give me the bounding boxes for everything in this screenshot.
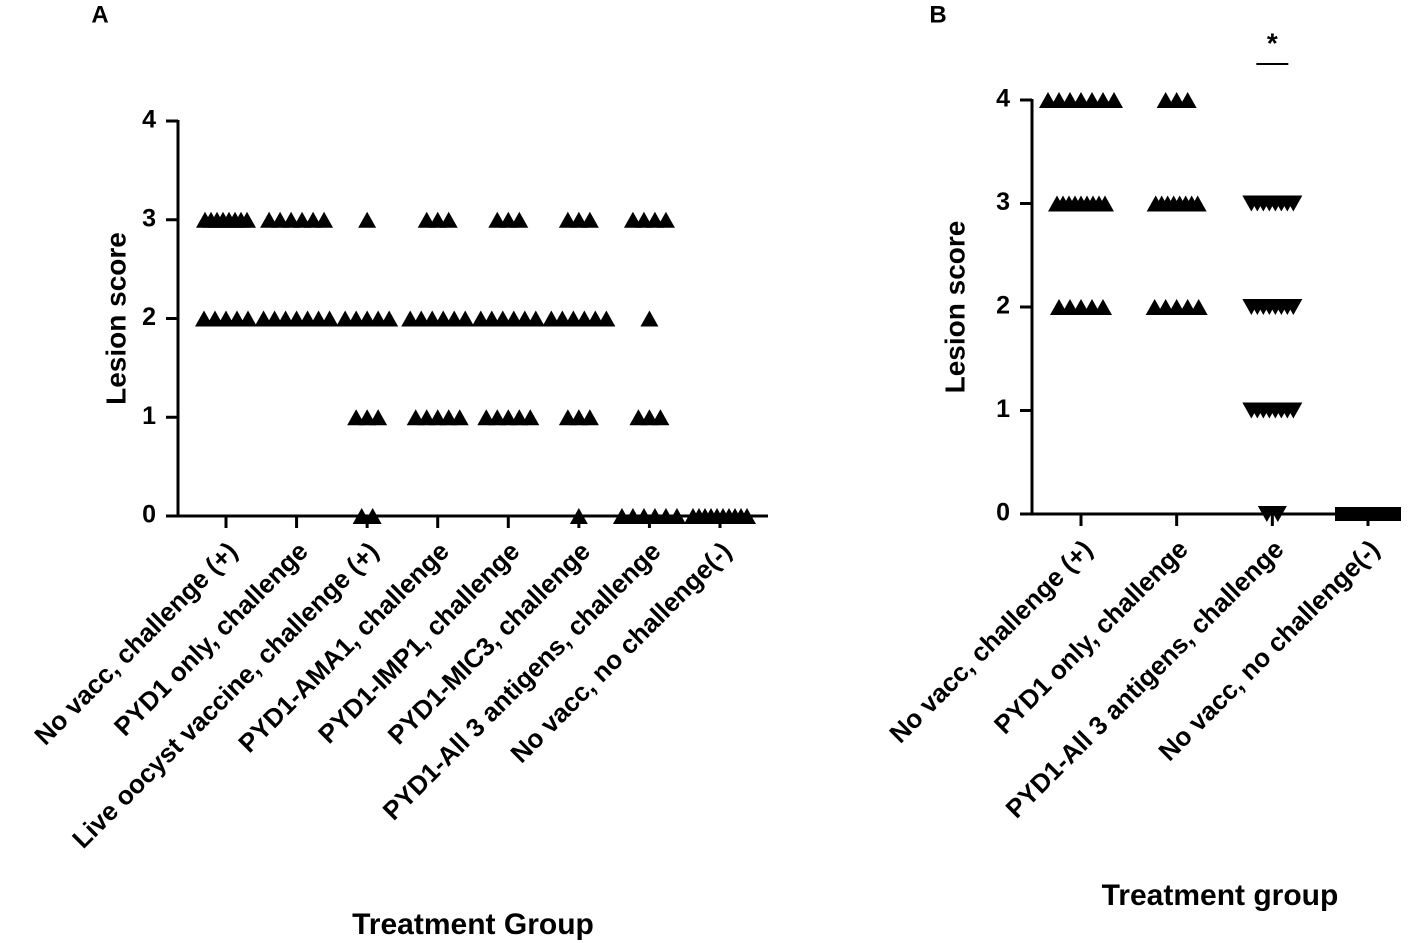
x-tick-label: Live oocyst vaccine, challenge (+)	[66, 536, 384, 854]
point	[651, 409, 670, 426]
y-axis-label: Lesion score	[939, 221, 970, 394]
point	[358, 211, 377, 228]
point	[510, 211, 529, 228]
y-tick-label: 3	[142, 204, 156, 232]
y-tick-label: 1	[142, 402, 156, 430]
point	[640, 310, 659, 327]
point	[569, 508, 588, 524]
y-tick-label: 4	[996, 85, 1010, 113]
point	[1105, 92, 1123, 108]
point	[521, 409, 540, 426]
y-tick-label: 2	[142, 303, 156, 331]
point	[580, 211, 599, 228]
point	[363, 508, 382, 524]
point	[1389, 507, 1401, 521]
point	[439, 211, 458, 228]
y-tick-label: 0	[142, 501, 156, 529]
point	[597, 310, 616, 327]
y-tick-label: 1	[996, 395, 1010, 423]
x-tick-label: PYD1 only, challenge	[988, 534, 1194, 740]
point	[580, 409, 599, 426]
point	[456, 310, 475, 327]
point	[239, 310, 257, 327]
point	[1188, 195, 1207, 212]
point	[1284, 195, 1303, 212]
point	[380, 310, 399, 327]
point	[1268, 506, 1287, 522]
y-tick-label: 4	[142, 106, 156, 134]
y-tick-label: 2	[996, 292, 1010, 320]
x-axis-label: Treatment Group	[352, 908, 594, 941]
point	[1284, 402, 1303, 419]
point	[1189, 299, 1208, 315]
point	[320, 310, 339, 327]
point	[667, 508, 686, 524]
y-tick-label: 0	[996, 499, 1010, 527]
point	[1094, 299, 1112, 315]
point	[1178, 92, 1197, 108]
x-axis-label: Treatment group	[1102, 879, 1339, 912]
annotation: *	[1267, 27, 1278, 58]
point	[656, 211, 675, 228]
y-tick-label: 3	[996, 188, 1010, 216]
point	[1284, 299, 1303, 315]
point	[1096, 195, 1114, 212]
point	[738, 508, 756, 524]
y-axis-label: Lesion score	[100, 232, 131, 405]
point	[238, 211, 256, 228]
point	[369, 409, 388, 426]
point	[450, 409, 469, 426]
panel-label: B	[929, 1, 946, 28]
point	[315, 211, 334, 228]
panel-label: A	[91, 1, 108, 28]
point	[526, 310, 545, 327]
